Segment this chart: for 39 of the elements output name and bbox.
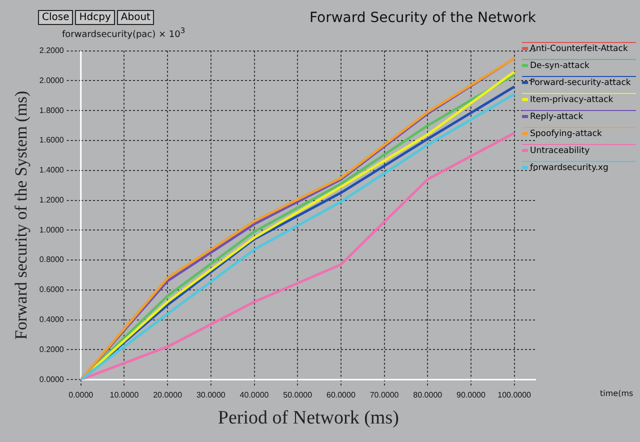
x-tick-label: 40.0000: [240, 390, 270, 400]
legend-label: Reply-attack: [530, 112, 584, 122]
x-tick-label: 80.0000: [413, 390, 443, 400]
y-tick-label: 1.2000: [39, 195, 64, 204]
x-tick-label: 30.0000: [196, 390, 226, 400]
y-tick-label: 0.2000: [39, 344, 64, 354]
x-tick-label: 0.0000: [68, 390, 94, 400]
y-tick-label: 0.6000: [39, 285, 64, 294]
y-tick-label: 2.2000: [39, 46, 64, 56]
legend-label: forwardsecurity.xg: [530, 163, 608, 173]
chart-title: Forward Security of the Network: [309, 10, 537, 26]
x-tick-label: 50.0000: [283, 390, 313, 400]
x-axis-title: Period of Network (ms): [218, 408, 399, 429]
legend-label: Anti-Counterfeit-Attack: [530, 44, 628, 54]
y-axis-title: Forward security of the System (ms): [12, 90, 31, 340]
legend-label: Forward-security-attack: [530, 78, 631, 88]
x-tick-label: 70.0000: [370, 390, 400, 400]
x-tick-label: 20.0000: [153, 390, 183, 400]
legend-label: Untraceability: [530, 146, 590, 156]
text: forwardsecurity(pac) × 10$^{3}$: [62, 26, 186, 40]
y-tick-label: 1.0000: [39, 225, 64, 234]
button: About: [116, 10, 154, 25]
y-tick-label: 2.0000: [39, 76, 64, 85]
x-tick-label: 60.0000: [326, 390, 356, 400]
x-tick-label: 10.0000: [110, 390, 140, 400]
legend-label: Spoofying-attack: [530, 129, 602, 139]
legend-label: De-syn-attack: [530, 61, 590, 71]
x-tick-label: 100.0000: [498, 390, 532, 400]
x-tick-label: 90.0000: [456, 390, 486, 400]
y-tick-label: 0.8000: [39, 255, 64, 264]
y-tick-label: 0.4000: [39, 315, 64, 324]
y-tick-label: 1.8000: [39, 106, 64, 115]
text: time(ms: [600, 389, 634, 398]
y-tick-label: 1.6000: [39, 136, 64, 145]
y-tick-label: 1.4000: [39, 166, 64, 175]
legend-label: Item-privacy-attack: [530, 95, 614, 105]
button: Close: [38, 10, 74, 25]
button: Hdcpy: [75, 10, 115, 25]
y-tick-label: 0.0000: [39, 374, 64, 384]
